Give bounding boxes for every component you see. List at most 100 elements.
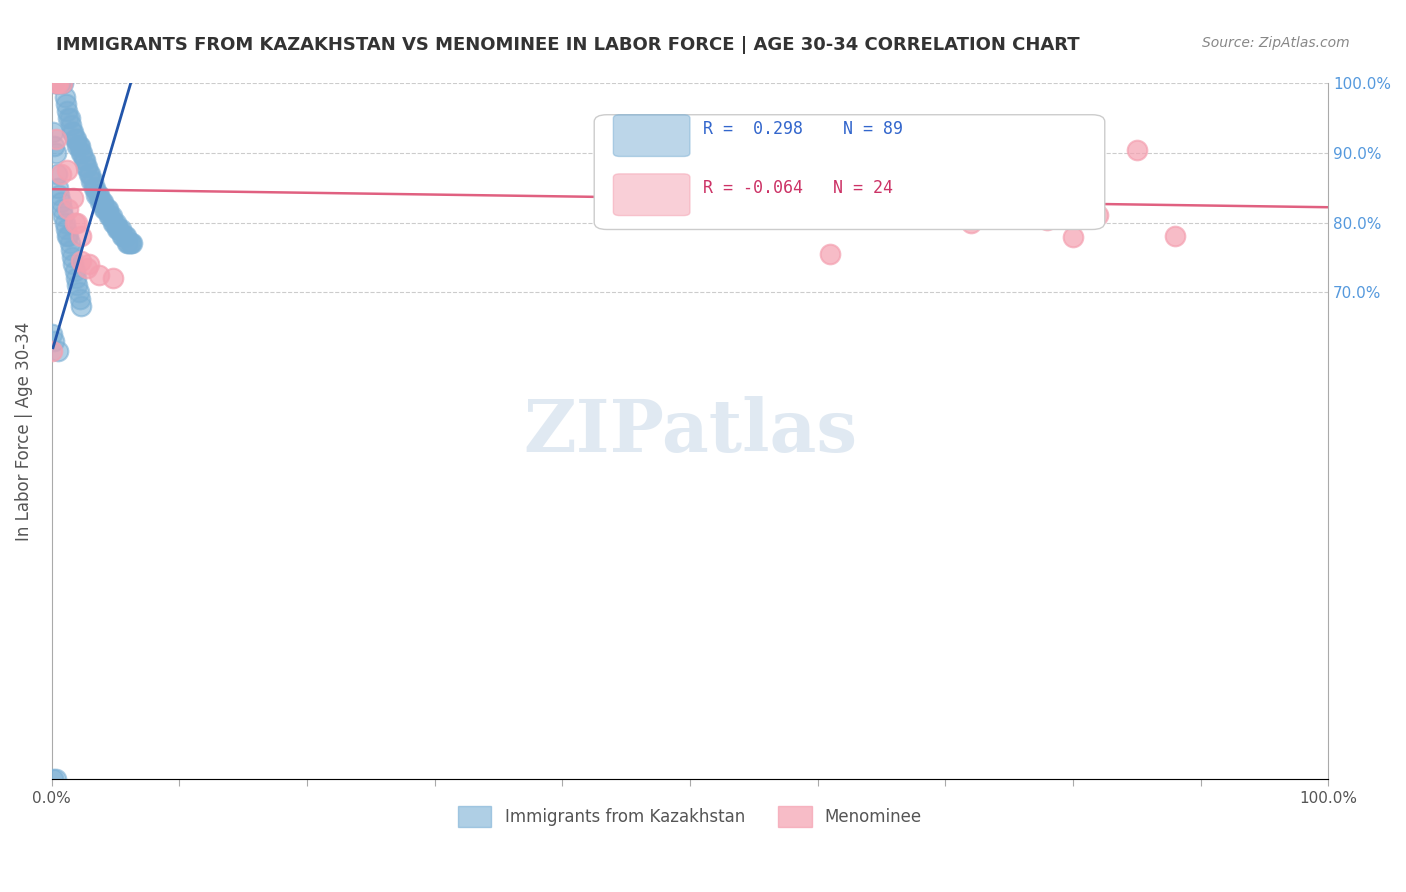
Point xyxy=(45,77,67,91)
Point xyxy=(52,77,75,91)
Point xyxy=(44,139,66,153)
Point xyxy=(45,77,67,91)
Point xyxy=(59,236,82,251)
Point xyxy=(44,334,66,348)
Point xyxy=(45,132,67,146)
Point xyxy=(41,326,63,341)
Point xyxy=(105,222,128,236)
Point xyxy=(62,257,84,271)
Point xyxy=(107,222,129,236)
Text: ZIPatlas: ZIPatlas xyxy=(523,396,858,467)
Point xyxy=(101,215,124,229)
Point xyxy=(94,202,117,216)
Text: IMMIGRANTS FROM KAZAKHSTAN VS MENOMINEE IN LABOR FORCE | AGE 30-34 CORRELATION C: IMMIGRANTS FROM KAZAKHSTAN VS MENOMINEE … xyxy=(56,36,1080,54)
Point xyxy=(87,187,110,202)
Point xyxy=(67,285,90,299)
Point xyxy=(62,191,84,205)
Point xyxy=(93,202,115,216)
Point xyxy=(91,194,114,209)
Text: R = -0.064   N = 24: R = -0.064 N = 24 xyxy=(703,178,893,197)
Point xyxy=(96,202,118,216)
Point xyxy=(76,260,98,275)
Point xyxy=(51,77,73,91)
Point xyxy=(114,229,136,244)
Point xyxy=(45,146,67,161)
Point xyxy=(45,772,67,786)
Point xyxy=(104,215,127,229)
Point xyxy=(108,222,131,236)
Point xyxy=(60,125,83,139)
Point xyxy=(118,236,141,251)
Point xyxy=(1125,143,1147,157)
Point xyxy=(115,236,138,251)
Point xyxy=(103,215,125,229)
Point xyxy=(49,77,72,91)
Point xyxy=(59,112,82,126)
Point xyxy=(80,174,103,188)
Point xyxy=(63,264,86,278)
Point xyxy=(101,271,124,285)
Point xyxy=(112,229,135,244)
Point xyxy=(46,77,69,91)
Point xyxy=(62,125,84,139)
Point xyxy=(110,222,132,236)
Point xyxy=(75,160,97,174)
Point xyxy=(73,153,96,167)
Point xyxy=(65,132,87,146)
Point xyxy=(1087,208,1109,222)
Point xyxy=(820,247,842,261)
Point xyxy=(59,244,82,258)
Point xyxy=(46,77,69,91)
Point xyxy=(66,278,89,293)
Point xyxy=(51,77,73,91)
Point xyxy=(84,180,107,194)
Point xyxy=(86,187,108,202)
Point xyxy=(56,163,79,178)
Point xyxy=(73,153,96,167)
Point xyxy=(1036,213,1059,227)
Point xyxy=(97,202,120,216)
Point xyxy=(51,202,73,216)
Point xyxy=(1062,230,1084,244)
FancyBboxPatch shape xyxy=(613,115,690,156)
Point xyxy=(114,229,136,244)
Text: R =  0.298    N = 89: R = 0.298 N = 89 xyxy=(703,120,903,137)
Point xyxy=(77,257,100,271)
Point xyxy=(77,167,100,181)
Point xyxy=(72,146,94,161)
Point xyxy=(46,180,69,194)
FancyBboxPatch shape xyxy=(595,115,1105,229)
Point xyxy=(76,160,98,174)
Point xyxy=(100,209,122,223)
Point xyxy=(42,772,65,786)
Point xyxy=(70,253,93,268)
Point xyxy=(67,139,90,153)
Point xyxy=(49,167,72,181)
Point xyxy=(59,118,82,132)
Point xyxy=(90,194,112,209)
Point xyxy=(58,229,80,244)
Point xyxy=(53,90,76,104)
Point xyxy=(44,77,66,91)
Point xyxy=(117,236,139,251)
Point xyxy=(70,229,93,244)
Point xyxy=(41,344,63,359)
Point xyxy=(1164,229,1187,244)
Point xyxy=(66,215,89,229)
Legend: Immigrants from Kazakhstan, Menominee: Immigrants from Kazakhstan, Menominee xyxy=(451,799,928,833)
Point xyxy=(58,202,80,216)
Point xyxy=(63,215,86,229)
Point xyxy=(45,167,67,181)
Point xyxy=(87,268,110,282)
Point xyxy=(55,97,77,112)
Point xyxy=(56,104,79,119)
Point xyxy=(48,77,70,91)
Point xyxy=(63,132,86,146)
FancyBboxPatch shape xyxy=(613,174,690,216)
Point xyxy=(60,250,83,264)
Point xyxy=(42,125,65,139)
Point xyxy=(98,209,121,223)
Point xyxy=(79,167,101,181)
Point xyxy=(58,112,80,126)
Point xyxy=(55,222,77,236)
